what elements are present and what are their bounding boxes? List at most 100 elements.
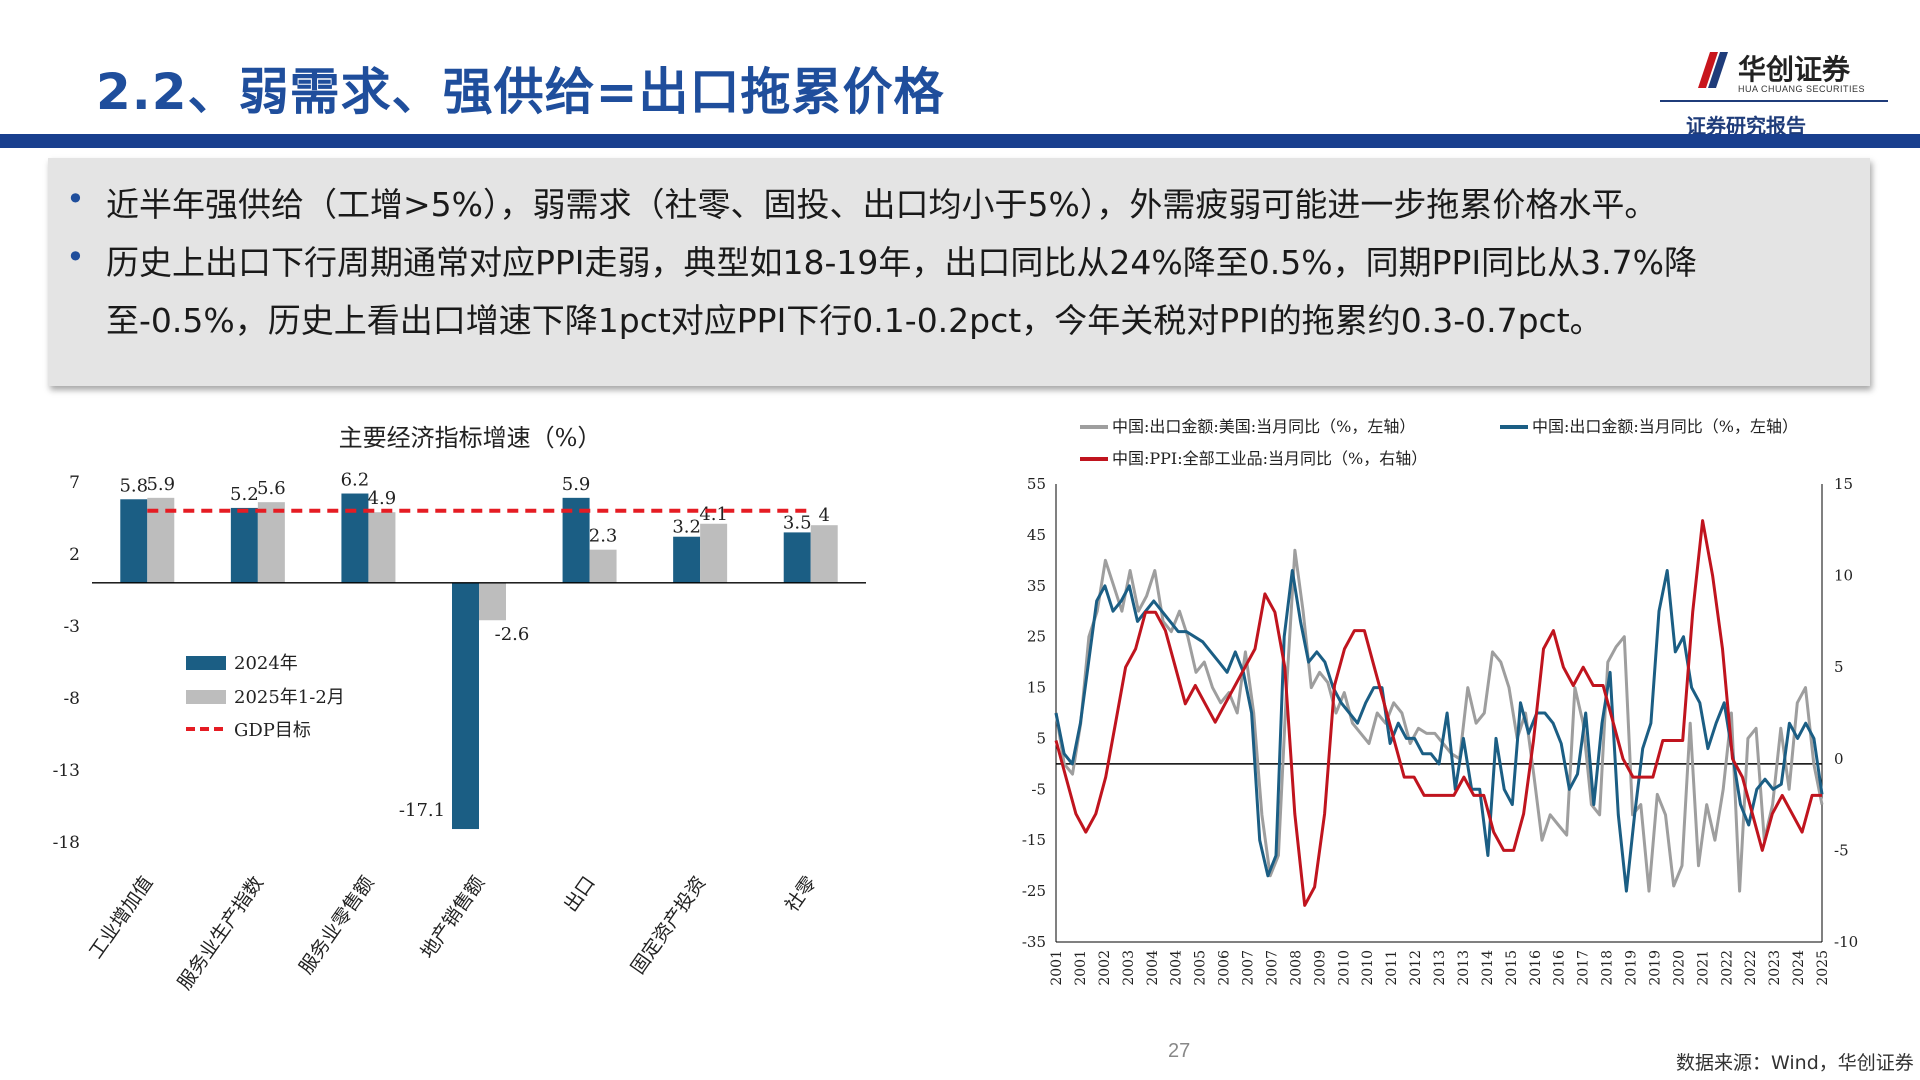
bar xyxy=(368,512,396,583)
data-label: 3.5 xyxy=(783,512,812,533)
bar xyxy=(673,536,701,583)
header-bar xyxy=(0,134,1920,148)
y-right-tick-label: 5 xyxy=(1834,658,1844,676)
x-tick-label: 2014 xyxy=(1480,950,1496,986)
series-line xyxy=(1054,569,1824,893)
data-label: -17.1 xyxy=(399,800,445,821)
x-tick-label: 2021 xyxy=(1695,950,1711,986)
series-line xyxy=(1054,519,1822,907)
data-label: 4 xyxy=(818,505,829,526)
x-tick-label: 2013 xyxy=(1456,950,1472,986)
y-left-tick-label: 35 xyxy=(1027,577,1046,595)
legend-swatch xyxy=(186,656,226,670)
legend-label: 中国:PPI:全部工业品:当月同比（%，右轴） xyxy=(1112,449,1427,468)
bar xyxy=(783,532,811,583)
legend-label: 2025年1-2月 xyxy=(234,687,345,708)
bar xyxy=(810,525,838,583)
x-tick-label: 2004 xyxy=(1145,950,1161,986)
x-tick-label: 2005 xyxy=(1193,950,1209,986)
series-line xyxy=(1054,548,1824,893)
summary-box: • 近半年强供给（工增>5%），弱需求（社零、固投、出口均小于5%），外需疲弱可… xyxy=(48,158,1870,386)
bar-chart: 主要经济指标增速（%）72-3-8-13-185.85.9工业增加值5.25.6… xyxy=(53,424,866,994)
x-tick-label: 2024 xyxy=(1791,950,1807,986)
data-label: 5.9 xyxy=(562,474,591,495)
data-label: 6.2 xyxy=(341,470,370,491)
y-left-tick-label: 5 xyxy=(1036,729,1046,747)
x-tick-label: 服务业生产指数 xyxy=(174,872,268,994)
logo-mark-icon xyxy=(1698,52,1728,88)
x-tick-label: 2020 xyxy=(1671,950,1687,986)
y-tick-label: -18 xyxy=(53,833,80,853)
legend-label: GDP目标 xyxy=(234,720,311,741)
x-tick-label: 2010 xyxy=(1360,950,1376,986)
bar xyxy=(700,523,728,583)
x-tick-label: 2025 xyxy=(1815,950,1831,986)
bar xyxy=(341,493,369,583)
legend-label: 中国:出口金额:美国:当月同比（%，左轴） xyxy=(1112,417,1415,436)
x-tick-label: 2023 xyxy=(1767,950,1783,986)
logo-name: 华创证券 xyxy=(1738,53,1851,86)
y-left-tick-label: -15 xyxy=(1022,831,1046,849)
y-tick-label: -3 xyxy=(63,617,80,637)
logo-english-name: HUA CHUANG SECURITIES xyxy=(1738,84,1866,94)
x-tick-label: 2022 xyxy=(1743,950,1759,986)
bar xyxy=(589,549,617,583)
y-right-tick-label: 0 xyxy=(1834,750,1844,768)
y-left-tick-label: 55 xyxy=(1027,475,1046,493)
y-tick-label: -13 xyxy=(53,761,80,781)
y-right-tick-label: -10 xyxy=(1834,933,1858,951)
x-tick-label: 服务业零售额 xyxy=(295,872,378,978)
data-label: 5.2 xyxy=(230,484,259,505)
legend-swatch xyxy=(186,690,226,704)
y-tick-label: -8 xyxy=(63,689,80,709)
data-source: 数据来源：Wind，华创证券 xyxy=(1676,1052,1914,1074)
x-tick-label: 2007 xyxy=(1264,950,1280,986)
bullet-dot-icon: • xyxy=(66,238,85,276)
bullet-dot-icon: • xyxy=(66,180,85,218)
x-tick-label: 工业增加值 xyxy=(85,872,158,962)
logo-divider xyxy=(1660,100,1888,102)
data-label: 4.1 xyxy=(699,504,728,525)
data-label: -2.6 xyxy=(495,624,530,645)
x-tick-label: 2006 xyxy=(1217,950,1233,986)
x-tick-label: 2016 xyxy=(1528,950,1544,986)
y-left-tick-label: 45 xyxy=(1027,526,1046,544)
data-label: 5.9 xyxy=(146,474,175,495)
y-left-tick-label: 25 xyxy=(1027,628,1046,646)
y-tick-label: 2 xyxy=(69,545,80,565)
x-tick-label: 2017 xyxy=(1576,950,1592,986)
x-tick-label: 2002 xyxy=(1097,950,1113,986)
x-tick-label: 2003 xyxy=(1121,950,1137,986)
data-label: 2.3 xyxy=(589,526,618,547)
y-left-tick-label: -5 xyxy=(1031,780,1046,798)
data-label: 5.6 xyxy=(257,478,286,499)
legend-label: 2024年 xyxy=(234,653,298,674)
line-chart: 55 45 35 25 15 5 -5 -15 -25 -35 15 10 5 0 -5 -10 2001 200… xyxy=(1022,417,1858,986)
bar xyxy=(230,507,258,583)
page-title: 2.2、弱需求、强供给=出口拖累价格 xyxy=(96,63,945,121)
bar xyxy=(452,582,479,830)
bar xyxy=(257,502,285,583)
x-tick-label: 2008 xyxy=(1288,950,1304,986)
x-tick-label: 2004 xyxy=(1169,950,1185,986)
x-tick-label: 2019 xyxy=(1624,950,1640,986)
x-tick-label: 2011 xyxy=(1384,950,1400,986)
x-tick-label: 2016 xyxy=(1552,950,1568,986)
x-tick-label: 2022 xyxy=(1719,950,1735,986)
x-tick-label: 2009 xyxy=(1312,950,1328,986)
bullet-text-2: 历史上出口下行周期通常对应PPI走弱，典型如18-19年，出口同比从24%降至0… xyxy=(106,243,1697,340)
x-tick-label: 地产销售额 xyxy=(417,872,490,962)
y-left-tick-label: 15 xyxy=(1027,679,1046,697)
x-tick-label: 社零 xyxy=(781,872,821,916)
bar xyxy=(479,582,506,621)
y-right-tick-label: -5 xyxy=(1834,841,1849,859)
x-tick-label: 2007 xyxy=(1241,950,1257,986)
x-tick-label: 2018 xyxy=(1600,950,1616,986)
x-tick-label: 2010 xyxy=(1336,950,1352,986)
x-tick-label: 2019 xyxy=(1647,950,1663,986)
bullet-text-1: 近半年强供给（工增>5%），弱需求（社零、固投、出口均小于5%），外需疲弱可能进… xyxy=(106,185,1658,224)
y-left-tick-label: -25 xyxy=(1022,882,1046,900)
x-tick-label: 出口 xyxy=(560,872,600,916)
page-number: 27 xyxy=(1168,1040,1191,1062)
y-tick-label: 7 xyxy=(69,473,80,493)
